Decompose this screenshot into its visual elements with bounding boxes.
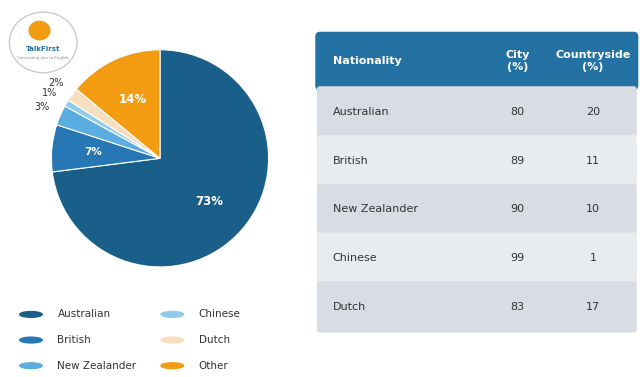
FancyBboxPatch shape [317, 233, 637, 284]
Text: 10: 10 [586, 204, 600, 215]
FancyBboxPatch shape [317, 135, 637, 186]
Circle shape [28, 21, 51, 40]
Text: 17: 17 [586, 302, 600, 312]
Text: City
(%): City (%) [506, 50, 530, 72]
Text: Countryside
(%): Countryside (%) [556, 50, 630, 72]
Circle shape [20, 311, 42, 317]
Text: 1%: 1% [42, 88, 58, 98]
Wedge shape [76, 50, 160, 158]
Text: 89: 89 [511, 156, 525, 166]
Text: 11: 11 [586, 156, 600, 166]
Text: British: British [333, 156, 368, 166]
Circle shape [10, 12, 77, 73]
Text: 2%: 2% [49, 78, 64, 88]
Text: 80: 80 [511, 107, 525, 117]
Circle shape [20, 337, 42, 343]
FancyBboxPatch shape [317, 184, 637, 235]
Text: 99: 99 [511, 253, 525, 263]
Text: British: British [58, 335, 92, 345]
Text: Australian: Australian [58, 310, 111, 319]
Text: 90: 90 [511, 204, 525, 215]
Text: 14%: 14% [118, 93, 147, 106]
Text: Nationality: Nationality [333, 56, 401, 66]
Text: 20: 20 [586, 107, 600, 117]
Text: Connecting you to English: Connecting you to English [17, 56, 69, 60]
Text: 7%: 7% [84, 147, 102, 157]
Wedge shape [65, 100, 160, 158]
FancyBboxPatch shape [316, 32, 638, 90]
Wedge shape [51, 125, 160, 172]
Circle shape [161, 363, 184, 369]
Text: Chinese: Chinese [199, 310, 241, 319]
Text: Chinese: Chinese [333, 253, 377, 263]
Text: Dutch: Dutch [199, 335, 230, 345]
Text: Other: Other [199, 361, 228, 371]
Text: 73%: 73% [195, 195, 223, 208]
Text: Dutch: Dutch [333, 302, 366, 312]
Wedge shape [57, 106, 160, 158]
Text: Australian: Australian [333, 107, 389, 117]
Text: New Zealander: New Zealander [58, 361, 136, 371]
Text: New Zealander: New Zealander [333, 204, 417, 215]
Wedge shape [68, 89, 160, 158]
FancyBboxPatch shape [317, 86, 637, 138]
Text: TalkFirst: TalkFirst [26, 46, 60, 52]
Wedge shape [52, 50, 269, 267]
FancyBboxPatch shape [317, 281, 637, 333]
Circle shape [161, 311, 184, 317]
Text: 3%: 3% [35, 103, 50, 112]
Circle shape [161, 337, 184, 343]
Circle shape [20, 363, 42, 369]
Text: 83: 83 [511, 302, 525, 312]
Text: 1: 1 [589, 253, 596, 263]
